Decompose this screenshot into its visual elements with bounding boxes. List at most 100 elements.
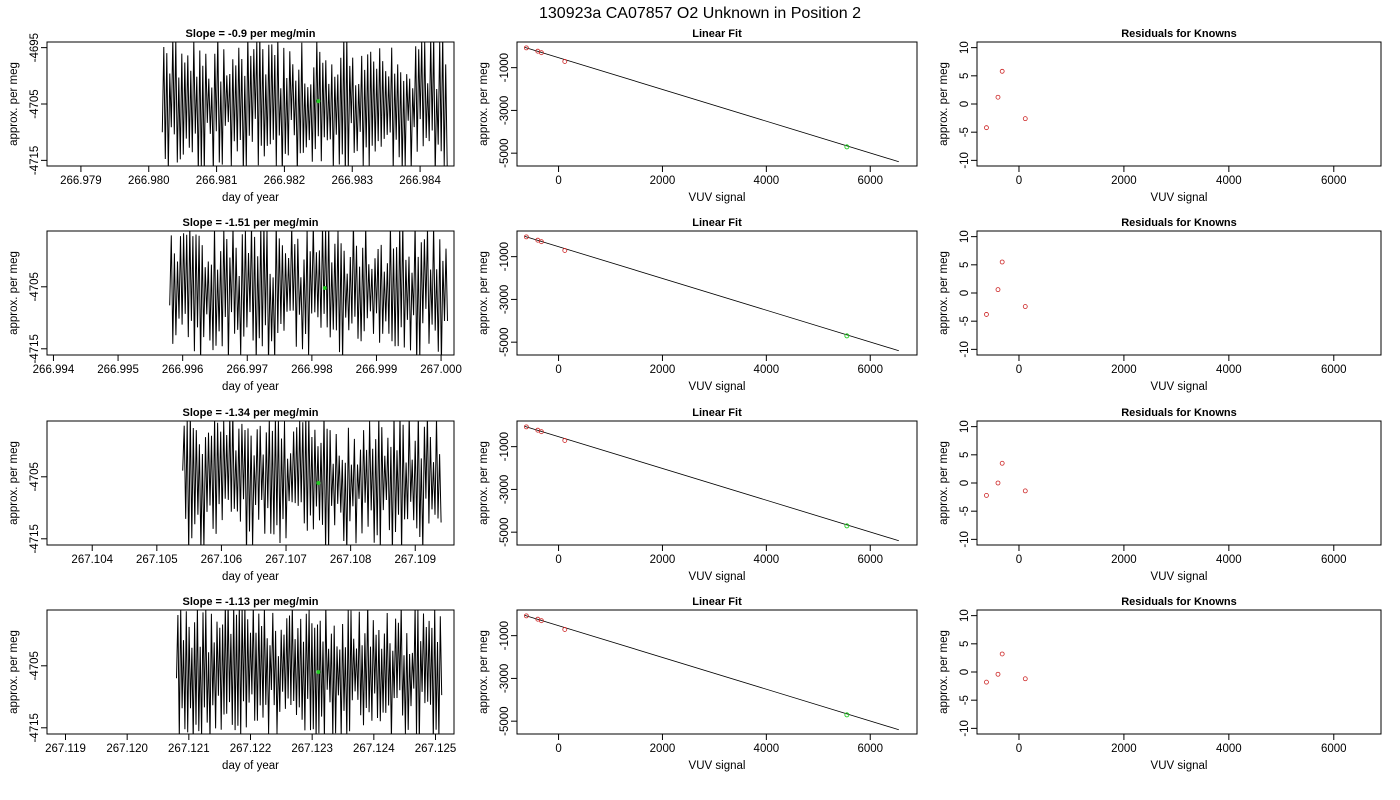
panel-title: Linear Fit — [692, 407, 742, 419]
residual-point — [1022, 488, 1028, 494]
x-axis-label: VUV signal — [689, 571, 746, 583]
panel-title: Residuals for Knowns — [1121, 217, 1237, 229]
plot-area — [523, 613, 899, 731]
y-tick-label: 5 — [959, 641, 971, 647]
x-tick-label: 4000 — [754, 743, 780, 755]
plot-frame — [516, 41, 918, 167]
residual-point — [995, 671, 1001, 677]
x-tick-label: 267.119 — [45, 743, 86, 755]
plot-area — [523, 234, 899, 352]
x-axis-label: VUV signal — [1151, 760, 1208, 772]
residual-point — [999, 651, 1005, 657]
panel-grid: Slope = -0.9 per meg/min 266.979 266.980 26… — [8, 28, 1382, 772]
y-tick-label: -10 — [959, 152, 971, 169]
panel-residuals: Residuals for Knowns 0 2000 4000 6000 -10 -5 0 5… — [938, 596, 1382, 772]
y-tick-label: -3000 — [499, 664, 511, 693]
x-tick-label: 267.121 — [168, 743, 210, 755]
figure-title: 130923a CA07857 O2 Unknown in Position 2 — [539, 5, 861, 22]
residual-point — [1022, 304, 1028, 309]
x-tick-label: 0 — [555, 175, 561, 187]
x-tick-label: 2000 — [650, 554, 676, 566]
y-axis-label: approx. per meg — [8, 251, 20, 335]
y-axis-label: approx. per meg — [478, 630, 490, 714]
y-tick-label: -5000 — [499, 138, 511, 167]
y-tick-label: -1000 — [499, 53, 511, 82]
known-point — [562, 627, 568, 632]
y-tick-label: -10 — [959, 720, 971, 737]
x-tick-label: 267.107 — [265, 554, 307, 566]
panel-title: Linear Fit — [692, 596, 742, 608]
x-tick-label: 266.995 — [97, 364, 139, 376]
unknown-marker — [316, 670, 321, 674]
unknown-marker — [316, 481, 321, 485]
panel-fit: Linear Fit 0 2000 4000 6000 -1000 -3000 -5000 VU… — [478, 596, 918, 772]
x-tick-label: 267.124 — [353, 743, 395, 755]
y-tick-label: -5 — [959, 127, 971, 137]
x-tick-label: 6000 — [1321, 175, 1347, 187]
x-tick-label: 266.998 — [291, 364, 333, 376]
y-tick-label: -5000 — [499, 517, 511, 546]
y-tick-label: -5 — [959, 316, 971, 326]
panel-timeseries: Slope = -1.34 per meg/min 267.104 267.105 2… — [8, 407, 455, 583]
y-tick-label: -10 — [959, 341, 971, 358]
x-axis-label: VUV signal — [1151, 192, 1208, 204]
y-tick-label: -5 — [959, 506, 971, 516]
y-axis-label: approx. per meg — [478, 251, 490, 335]
x-tick-label: 266.984 — [399, 175, 441, 187]
plot-frame — [516, 230, 918, 356]
plot-frame — [516, 420, 918, 546]
y-tick-label: -4705 — [29, 89, 41, 118]
x-tick-label: 6000 — [1321, 364, 1347, 376]
data-trace — [161, 42, 448, 166]
plot-frame — [976, 230, 1382, 356]
panel-title: Slope = -1.34 per meg/min — [182, 407, 318, 419]
x-tick-label: 266.979 — [60, 175, 102, 187]
fit-line — [524, 46, 899, 163]
panel-title: Residuals for Knowns — [1121, 596, 1237, 608]
y-axis-label: approx. per meg — [8, 441, 20, 525]
x-tick-label: 2000 — [1111, 743, 1137, 755]
y-tick-label: -4705 — [29, 462, 41, 491]
fit-line — [524, 614, 899, 731]
x-tick-label: 4000 — [1216, 554, 1242, 566]
x-tick-label: 266.994 — [33, 364, 75, 376]
y-tick-label: 10 — [959, 230, 971, 243]
x-tick-label: 4000 — [754, 364, 780, 376]
panel-residuals: Residuals for Knowns 0 2000 4000 6000 -10 -5 0 5… — [938, 217, 1382, 393]
y-tick-label: 0 — [959, 669, 971, 675]
known-point — [539, 429, 544, 435]
y-tick-label: -5 — [959, 695, 971, 705]
plot-area — [523, 45, 899, 163]
panel-timeseries: Slope = -1.51 per meg/min 266.994 266.995 2… — [8, 217, 462, 393]
known-point — [523, 45, 529, 51]
plot-area — [984, 460, 1028, 498]
plot-area — [523, 424, 899, 542]
y-tick-label: -4715 — [29, 334, 41, 363]
plot-frame — [976, 420, 1382, 546]
x-tick-label: 267.109 — [394, 554, 436, 566]
y-tick-label: -1000 — [499, 432, 511, 461]
known-point — [523, 424, 529, 430]
y-tick-label: 0 — [959, 480, 971, 486]
y-tick-label: 10 — [959, 420, 971, 433]
residual-point — [995, 480, 1001, 486]
x-tick-label: 4000 — [1216, 743, 1242, 755]
x-tick-label: 267.108 — [330, 554, 372, 566]
x-tick-label: 266.981 — [196, 175, 238, 187]
panel-title: Linear Fit — [692, 217, 742, 229]
x-tick-label: 6000 — [857, 175, 883, 187]
residual-point — [999, 259, 1005, 265]
y-axis-label: approx. per meg — [938, 251, 950, 335]
residual-point — [995, 94, 1001, 100]
x-axis-label: VUV signal — [1151, 381, 1208, 393]
x-axis-label: VUV signal — [689, 381, 746, 393]
residual-point — [995, 287, 1001, 293]
panel-fit: Linear Fit 0 2000 4000 6000 -1000 -3000 -5000 VU… — [478, 407, 918, 583]
y-axis-label: approx. per meg — [938, 630, 950, 714]
x-tick-label: 266.983 — [331, 175, 373, 187]
panel-title: Linear Fit — [692, 28, 742, 40]
x-tick-label: 6000 — [857, 743, 883, 755]
y-tick-label: 0 — [959, 290, 971, 296]
y-tick-label: -4695 — [29, 33, 41, 62]
x-tick-label: 4000 — [1216, 364, 1242, 376]
